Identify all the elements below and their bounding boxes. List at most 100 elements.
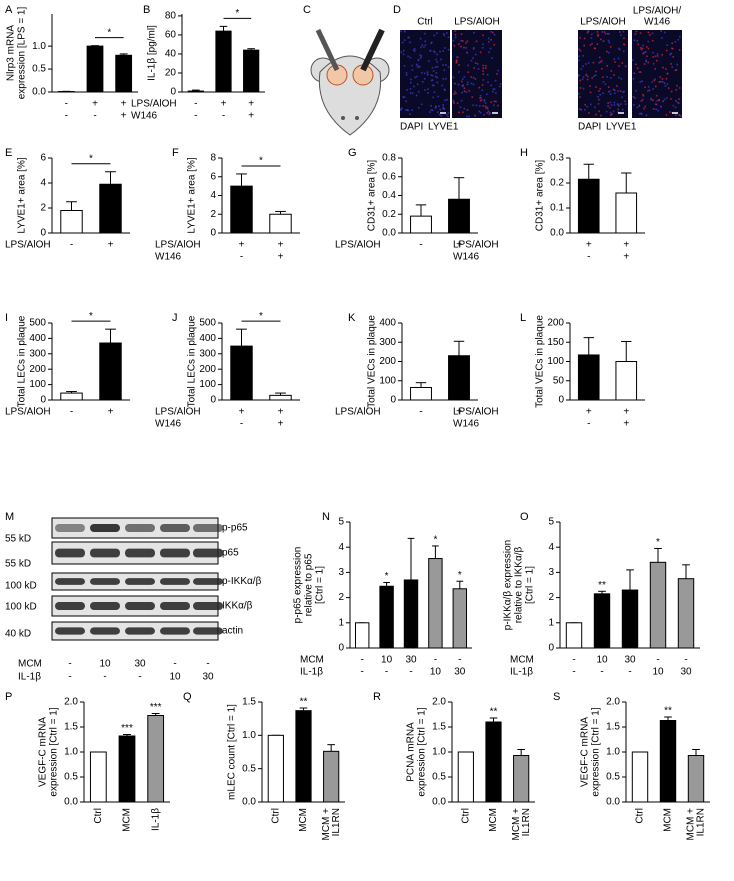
y-tick-label: 50	[553, 375, 565, 386]
speck	[598, 110, 601, 113]
speck	[444, 47, 446, 49]
speck	[483, 113, 485, 116]
speck	[408, 36, 410, 39]
speck	[638, 71, 641, 73]
speck	[444, 77, 447, 80]
speck	[442, 78, 445, 80]
speck	[613, 74, 615, 76]
speck	[474, 114, 476, 117]
speck	[433, 51, 436, 54]
speck	[447, 112, 450, 114]
y-tick-label: 2.0	[606, 697, 620, 708]
speck	[652, 62, 655, 65]
speck	[416, 83, 419, 86]
bar	[687, 755, 705, 803]
speck	[426, 73, 429, 76]
condition-value: 10	[99, 659, 111, 670]
speck	[645, 46, 648, 48]
bar	[60, 392, 83, 401]
panel-letter: N	[322, 511, 330, 523]
y-tick-label: 6	[210, 171, 216, 182]
speck	[493, 44, 496, 46]
speck	[415, 75, 418, 78]
speck	[437, 95, 439, 98]
bar	[187, 90, 204, 93]
speck	[402, 96, 405, 98]
blot-band	[90, 578, 120, 585]
speck	[656, 53, 659, 55]
speck	[452, 100, 455, 103]
speck	[650, 98, 653, 101]
speck	[640, 112, 643, 115]
speck	[456, 56, 459, 59]
speck	[491, 57, 493, 59]
x-tick-label: MCM +	[511, 808, 522, 841]
speck	[607, 51, 610, 54]
speck	[472, 48, 475, 50]
speck	[639, 32, 642, 34]
y-axis-label: p-p65 expression	[293, 547, 304, 624]
speck	[470, 59, 473, 62]
speck	[411, 109, 413, 112]
speck	[618, 48, 621, 51]
speck	[609, 93, 612, 95]
blot-band	[55, 548, 85, 558]
speck	[438, 105, 440, 108]
speck	[488, 112, 491, 114]
speck	[652, 88, 654, 90]
speck	[410, 81, 412, 84]
speck	[589, 91, 592, 94]
x-tick-label: Ctrl	[93, 808, 104, 824]
condition-value: -	[68, 672, 71, 683]
speck	[578, 48, 581, 51]
speck	[594, 106, 596, 109]
speck	[617, 108, 619, 111]
speck	[413, 50, 416, 52]
speck	[479, 51, 482, 54]
speck	[454, 82, 456, 85]
speck	[654, 55, 657, 58]
condition-name: LPS/AlOH	[155, 240, 201, 251]
speck	[654, 103, 657, 106]
speck	[416, 65, 419, 67]
panel-letter: A	[5, 4, 13, 16]
stain-label: LYVE1	[606, 122, 637, 133]
panel-letter: L	[520, 312, 526, 324]
speck	[598, 98, 600, 101]
condition-name: LPS/AlOH	[453, 240, 499, 251]
speck	[653, 79, 656, 82]
condition-value: +	[221, 99, 227, 110]
speck	[594, 47, 596, 50]
condition-name: LPS/AlOH	[335, 407, 381, 418]
speck	[616, 103, 619, 106]
speck	[608, 33, 610, 35]
y-tick-label: 100	[547, 356, 564, 367]
condition-value: -	[70, 240, 73, 251]
speck	[595, 113, 597, 116]
y-axis-label: p-IKKα/β expression	[503, 540, 514, 630]
speck	[655, 103, 658, 106]
speck	[458, 71, 460, 73]
speck	[409, 88, 412, 90]
bracket-label: *	[89, 311, 93, 322]
speck	[447, 66, 450, 68]
speck	[474, 53, 477, 56]
speck	[656, 99, 659, 102]
speck	[423, 77, 426, 80]
speck	[485, 107, 487, 109]
speck	[488, 41, 490, 43]
speck	[409, 41, 411, 44]
y-tick-label: 0.0	[606, 797, 620, 808]
bracket-label: *	[259, 311, 263, 322]
speck	[624, 103, 627, 105]
speck	[432, 70, 435, 72]
y-axis-label: PCNA mRNA	[406, 722, 417, 782]
speck	[417, 90, 420, 93]
y-axis-label: relative to p65	[304, 553, 315, 616]
speck	[409, 92, 412, 94]
speck	[595, 70, 597, 73]
y-tick-label: 1	[338, 617, 344, 628]
bar	[60, 210, 83, 234]
speck	[461, 78, 464, 80]
speck	[454, 30, 457, 32]
